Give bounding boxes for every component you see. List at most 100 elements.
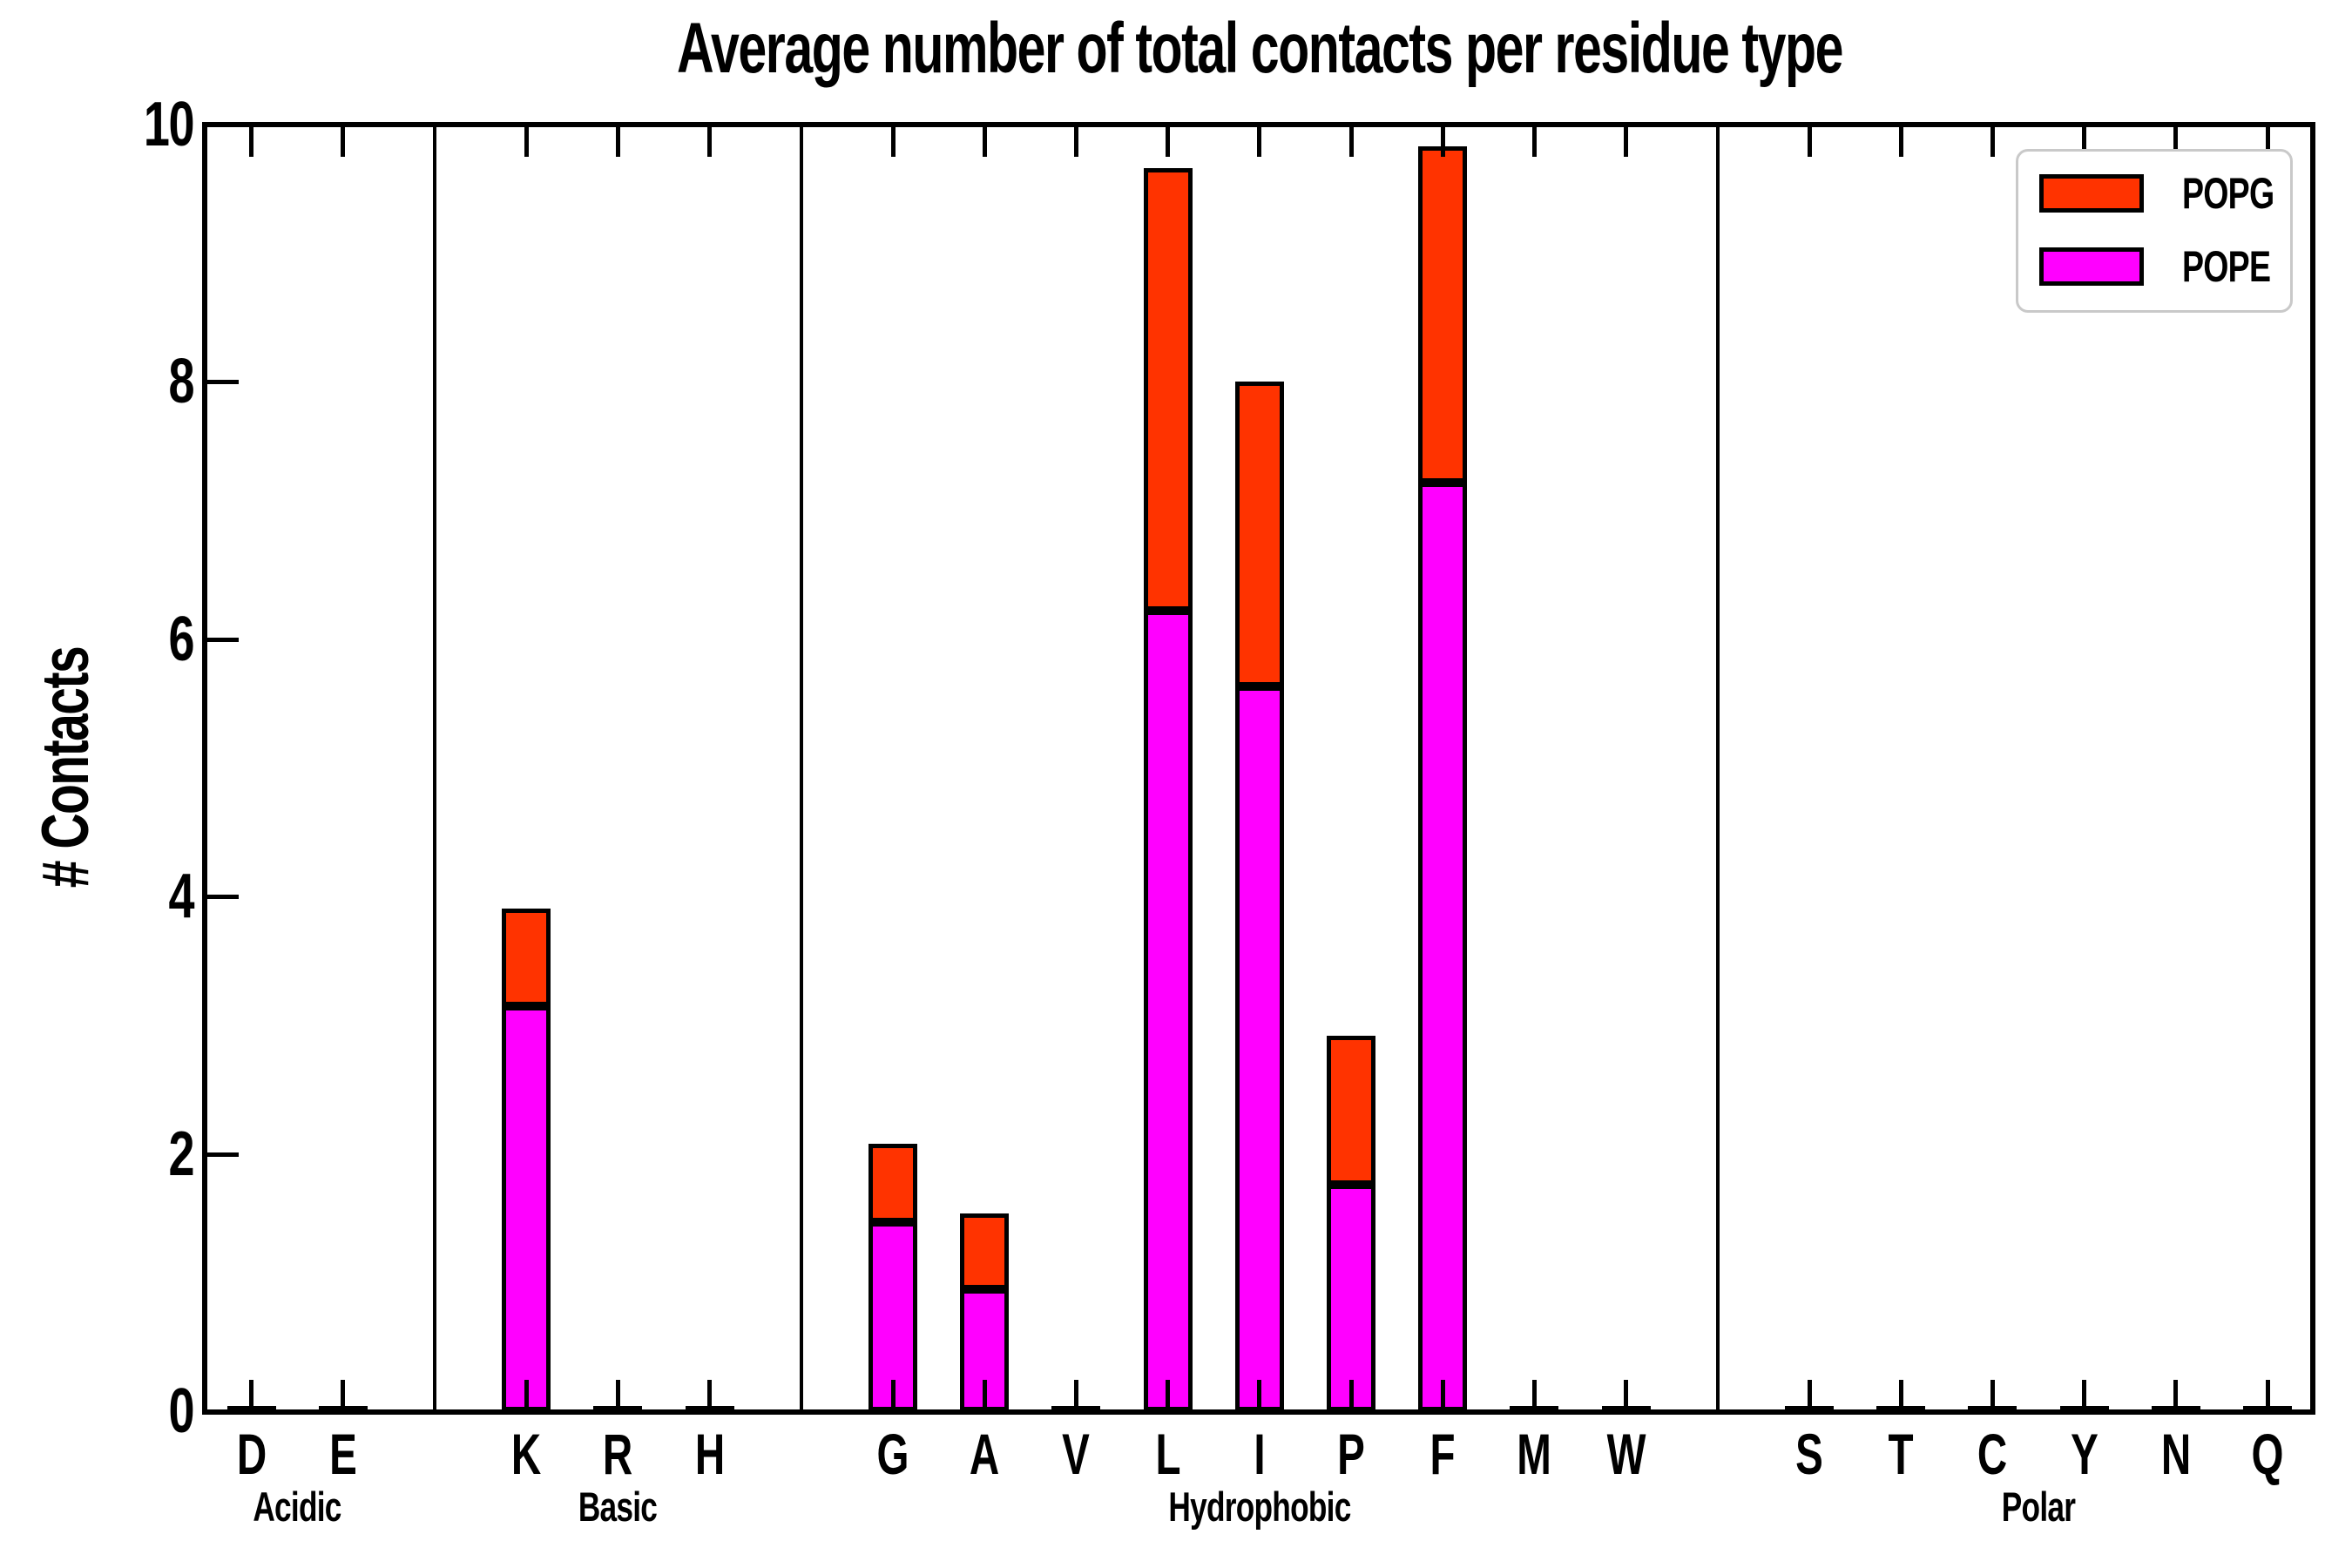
legend-label-popg: POPG [2182, 169, 2274, 218]
x-tick-top [1624, 127, 1629, 157]
y-tick-label: 6 [168, 604, 194, 674]
y-tick [207, 123, 239, 127]
x-tick-label: K [511, 1422, 542, 1486]
x-tick-label: F [1429, 1422, 1456, 1486]
x-tick-label: M [1517, 1422, 1552, 1486]
y-tick [207, 1152, 239, 1157]
y-tick-label: 10 [143, 90, 195, 159]
x-tick-top [1348, 127, 1354, 157]
legend-swatch-pope [2039, 247, 2144, 286]
x-tick-bottom [341, 1380, 346, 1409]
x-tick-bottom [1624, 1380, 1629, 1409]
x-tick-bottom [1898, 1380, 1903, 1409]
bar-L-pope [1143, 611, 1193, 1411]
x-tick-bottom [982, 1380, 987, 1409]
bar-A-popg [960, 1213, 1010, 1289]
x-tick-top [890, 127, 896, 157]
group-label-acidic: Acidic [253, 1484, 342, 1530]
bar-F-pope [1418, 482, 1468, 1411]
y-tick [207, 380, 239, 385]
x-tick-top [1257, 127, 1262, 157]
left-spine [202, 122, 207, 1415]
x-tick-label: R [603, 1422, 633, 1486]
x-tick-top [1531, 127, 1537, 157]
x-tick-label: G [876, 1422, 909, 1486]
bar-F-popg [1418, 146, 1468, 483]
x-tick-bottom [1073, 1380, 1078, 1409]
x-tick-label: H [694, 1422, 725, 1486]
x-tick-bottom [1807, 1380, 1812, 1409]
x-tick-label: T [1888, 1422, 1914, 1486]
x-tick-bottom [1166, 1380, 1171, 1409]
legend-swatch-popg [2039, 174, 2144, 213]
x-tick-top [2265, 127, 2270, 157]
x-tick-top [1807, 127, 1812, 157]
x-tick-top [2082, 127, 2087, 157]
x-tick-bottom [2173, 1380, 2179, 1409]
legend: POPG POPE [2016, 149, 2293, 313]
x-tick-bottom [524, 1380, 529, 1409]
bar-A-pope [960, 1288, 1010, 1411]
x-tick-bottom [1348, 1380, 1354, 1409]
x-tick-label: L [1155, 1422, 1181, 1486]
legend-label-pope: POPE [2182, 242, 2271, 291]
x-tick-label: A [970, 1422, 1000, 1486]
x-tick-top [2173, 127, 2179, 157]
group-label-basic: Basic [578, 1484, 658, 1530]
group-separator [433, 127, 436, 1409]
x-tick-top [249, 127, 254, 157]
x-tick-label: Q [2251, 1422, 2284, 1486]
x-tick-top [1073, 127, 1078, 157]
y-tick [207, 637, 239, 642]
y-tick [207, 1409, 239, 1414]
bottom-spine [202, 1409, 2315, 1415]
y-tick-label: 2 [168, 1119, 194, 1189]
bar-I-popg [1234, 382, 1284, 687]
x-tick-top [524, 127, 529, 157]
bar-P-popg [1327, 1035, 1375, 1185]
x-tick-top [1440, 127, 1445, 157]
x-tick-bottom [890, 1380, 896, 1409]
y-tick [207, 895, 239, 900]
bar-I-pope [1234, 686, 1284, 1411]
bar-P-pope [1327, 1185, 1375, 1411]
x-tick-bottom [249, 1380, 254, 1409]
bar-K-pope [502, 1005, 551, 1411]
x-tick-bottom [615, 1380, 620, 1409]
x-tick-bottom [1531, 1380, 1537, 1409]
x-tick-top [707, 127, 713, 157]
x-tick-top [982, 127, 987, 157]
x-tick-bottom [2082, 1380, 2087, 1409]
bar-K-popg [502, 908, 551, 1006]
bar-G-pope [868, 1221, 917, 1411]
x-tick-bottom [1440, 1380, 1445, 1409]
x-tick-bottom [707, 1380, 713, 1409]
x-tick-label: S [1795, 1422, 1823, 1486]
bar-G-popg [868, 1143, 917, 1222]
x-tick-label: N [2160, 1422, 2191, 1486]
y-tick-label: 0 [168, 1376, 194, 1446]
right-spine [2310, 122, 2315, 1415]
group-separator [799, 127, 803, 1409]
group-separator [1715, 127, 1720, 1409]
group-label-hydrophobic: Hydrophobic [1168, 1484, 1351, 1530]
x-tick-top [615, 127, 620, 157]
group-label-polar: Polar [2001, 1484, 2076, 1530]
y-tick-label: 4 [168, 862, 194, 932]
x-tick-label: Y [2070, 1422, 2099, 1486]
x-tick-top [1898, 127, 1903, 157]
x-tick-bottom [1990, 1380, 1995, 1409]
x-tick-label: C [1977, 1422, 2008, 1486]
chart-title: Average number of total contacts per res… [676, 9, 1843, 88]
x-tick-label: D [236, 1422, 267, 1486]
x-tick-top [1990, 127, 1995, 157]
x-tick-bottom [1257, 1380, 1262, 1409]
x-tick-top [1166, 127, 1171, 157]
x-tick-label: V [1062, 1422, 1091, 1486]
x-tick-label: I [1254, 1422, 1266, 1486]
top-spine [202, 122, 2315, 127]
y-tick-label: 8 [168, 347, 194, 417]
x-tick-label: E [328, 1422, 357, 1486]
bar-L-popg [1143, 168, 1193, 612]
